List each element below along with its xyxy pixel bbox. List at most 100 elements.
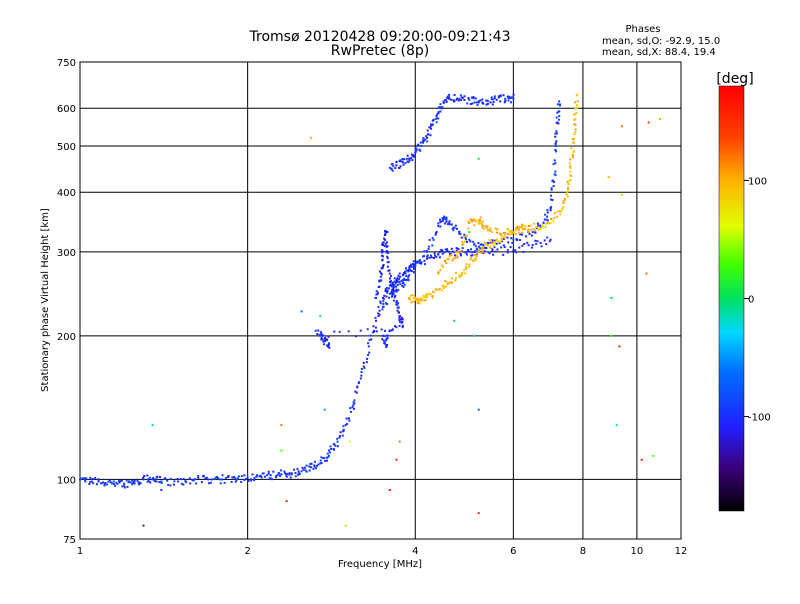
trace-point (509, 246, 512, 249)
trace-point (405, 275, 408, 277)
trace-point (447, 95, 450, 98)
trace-point (471, 251, 474, 254)
trace-point (428, 239, 431, 241)
trace-point (524, 225, 527, 228)
trace-point (519, 226, 522, 229)
trace-point (169, 477, 172, 480)
trace-point (143, 475, 146, 478)
trace-point (423, 296, 425, 299)
trace-point (426, 254, 429, 257)
trace-point (482, 244, 485, 246)
trace-point (477, 250, 480, 253)
trace-point (471, 102, 474, 105)
trace-point (379, 270, 381, 273)
trace-point (310, 466, 313, 469)
trace-point (300, 470, 303, 473)
trace-point (567, 187, 569, 189)
trace-point (555, 140, 558, 143)
trace-point (213, 477, 216, 480)
trace-point (397, 281, 400, 284)
trace-point (549, 238, 552, 241)
trace-point (553, 212, 556, 215)
trace-point (272, 470, 275, 473)
trace-point (389, 292, 392, 295)
trace-point (448, 254, 451, 257)
trace-point (506, 251, 509, 254)
trace-point (439, 225, 442, 228)
trace-point (147, 478, 150, 481)
trace-point (461, 247, 464, 249)
trace-point (231, 476, 234, 479)
trace-point (464, 238, 467, 240)
trace-point (396, 277, 399, 280)
trace-point (467, 265, 470, 268)
trace-point (530, 224, 533, 227)
trace-point (425, 292, 428, 295)
trace-point (290, 472, 293, 475)
trace-point (106, 483, 109, 486)
trace-point (417, 302, 420, 305)
trace-point (556, 121, 559, 124)
phases-o-stats: mean, sd,O: -92.9, 15.0 (602, 36, 720, 47)
trace-point (236, 477, 239, 480)
trace-point (359, 329, 362, 332)
trace-point (380, 249, 383, 252)
trace-point (531, 246, 533, 249)
trace-point (458, 231, 461, 234)
trace-point (461, 241, 464, 243)
trace-point (158, 481, 161, 484)
trace-point (437, 253, 440, 256)
trace-point (420, 145, 423, 147)
trace-point (298, 473, 301, 476)
trace-point (389, 277, 391, 280)
trace-point (440, 264, 443, 267)
trace-point (531, 231, 534, 234)
trace-point (418, 299, 421, 302)
trace-point (137, 481, 140, 484)
trace-point (169, 484, 172, 487)
trace-point (444, 222, 446, 225)
trace-point (411, 155, 414, 158)
trace-point (564, 198, 567, 201)
trace-point (355, 335, 358, 338)
trace-point (448, 223, 451, 226)
trace-point (528, 230, 531, 233)
trace-point (496, 228, 499, 231)
trace-point (537, 224, 540, 227)
trace-point (403, 277, 406, 280)
trace-point (322, 340, 325, 343)
trace-point (396, 309, 399, 312)
trace-point (395, 161, 398, 164)
trace-point (386, 334, 388, 337)
trace-point (400, 280, 403, 283)
trace-point (522, 250, 525, 253)
trace-point (366, 328, 369, 331)
trace-point (251, 473, 254, 476)
trace-point (534, 229, 536, 232)
trace-point (556, 210, 559, 213)
trace-point (536, 240, 539, 243)
trace-point (427, 245, 430, 248)
trace-point (539, 224, 542, 227)
trace-point (182, 478, 185, 480)
trace-point (519, 233, 522, 236)
trace-point (451, 281, 453, 284)
trace-point (253, 477, 256, 479)
trace-point (347, 330, 350, 333)
trace-point (430, 127, 433, 130)
colorbar-label: [deg] (716, 71, 753, 87)
noise-point (348, 440, 351, 443)
trace-point (398, 311, 400, 314)
trace-point (499, 232, 502, 235)
trace-point (506, 232, 509, 235)
trace-point (479, 99, 482, 102)
trace-point (488, 252, 491, 255)
trace-point (160, 482, 163, 484)
trace-point (522, 224, 525, 227)
trace-point (540, 245, 543, 248)
trace-point (475, 247, 478, 250)
trace-point (380, 273, 383, 276)
trace-point (353, 402, 356, 405)
trace-point (280, 469, 283, 472)
